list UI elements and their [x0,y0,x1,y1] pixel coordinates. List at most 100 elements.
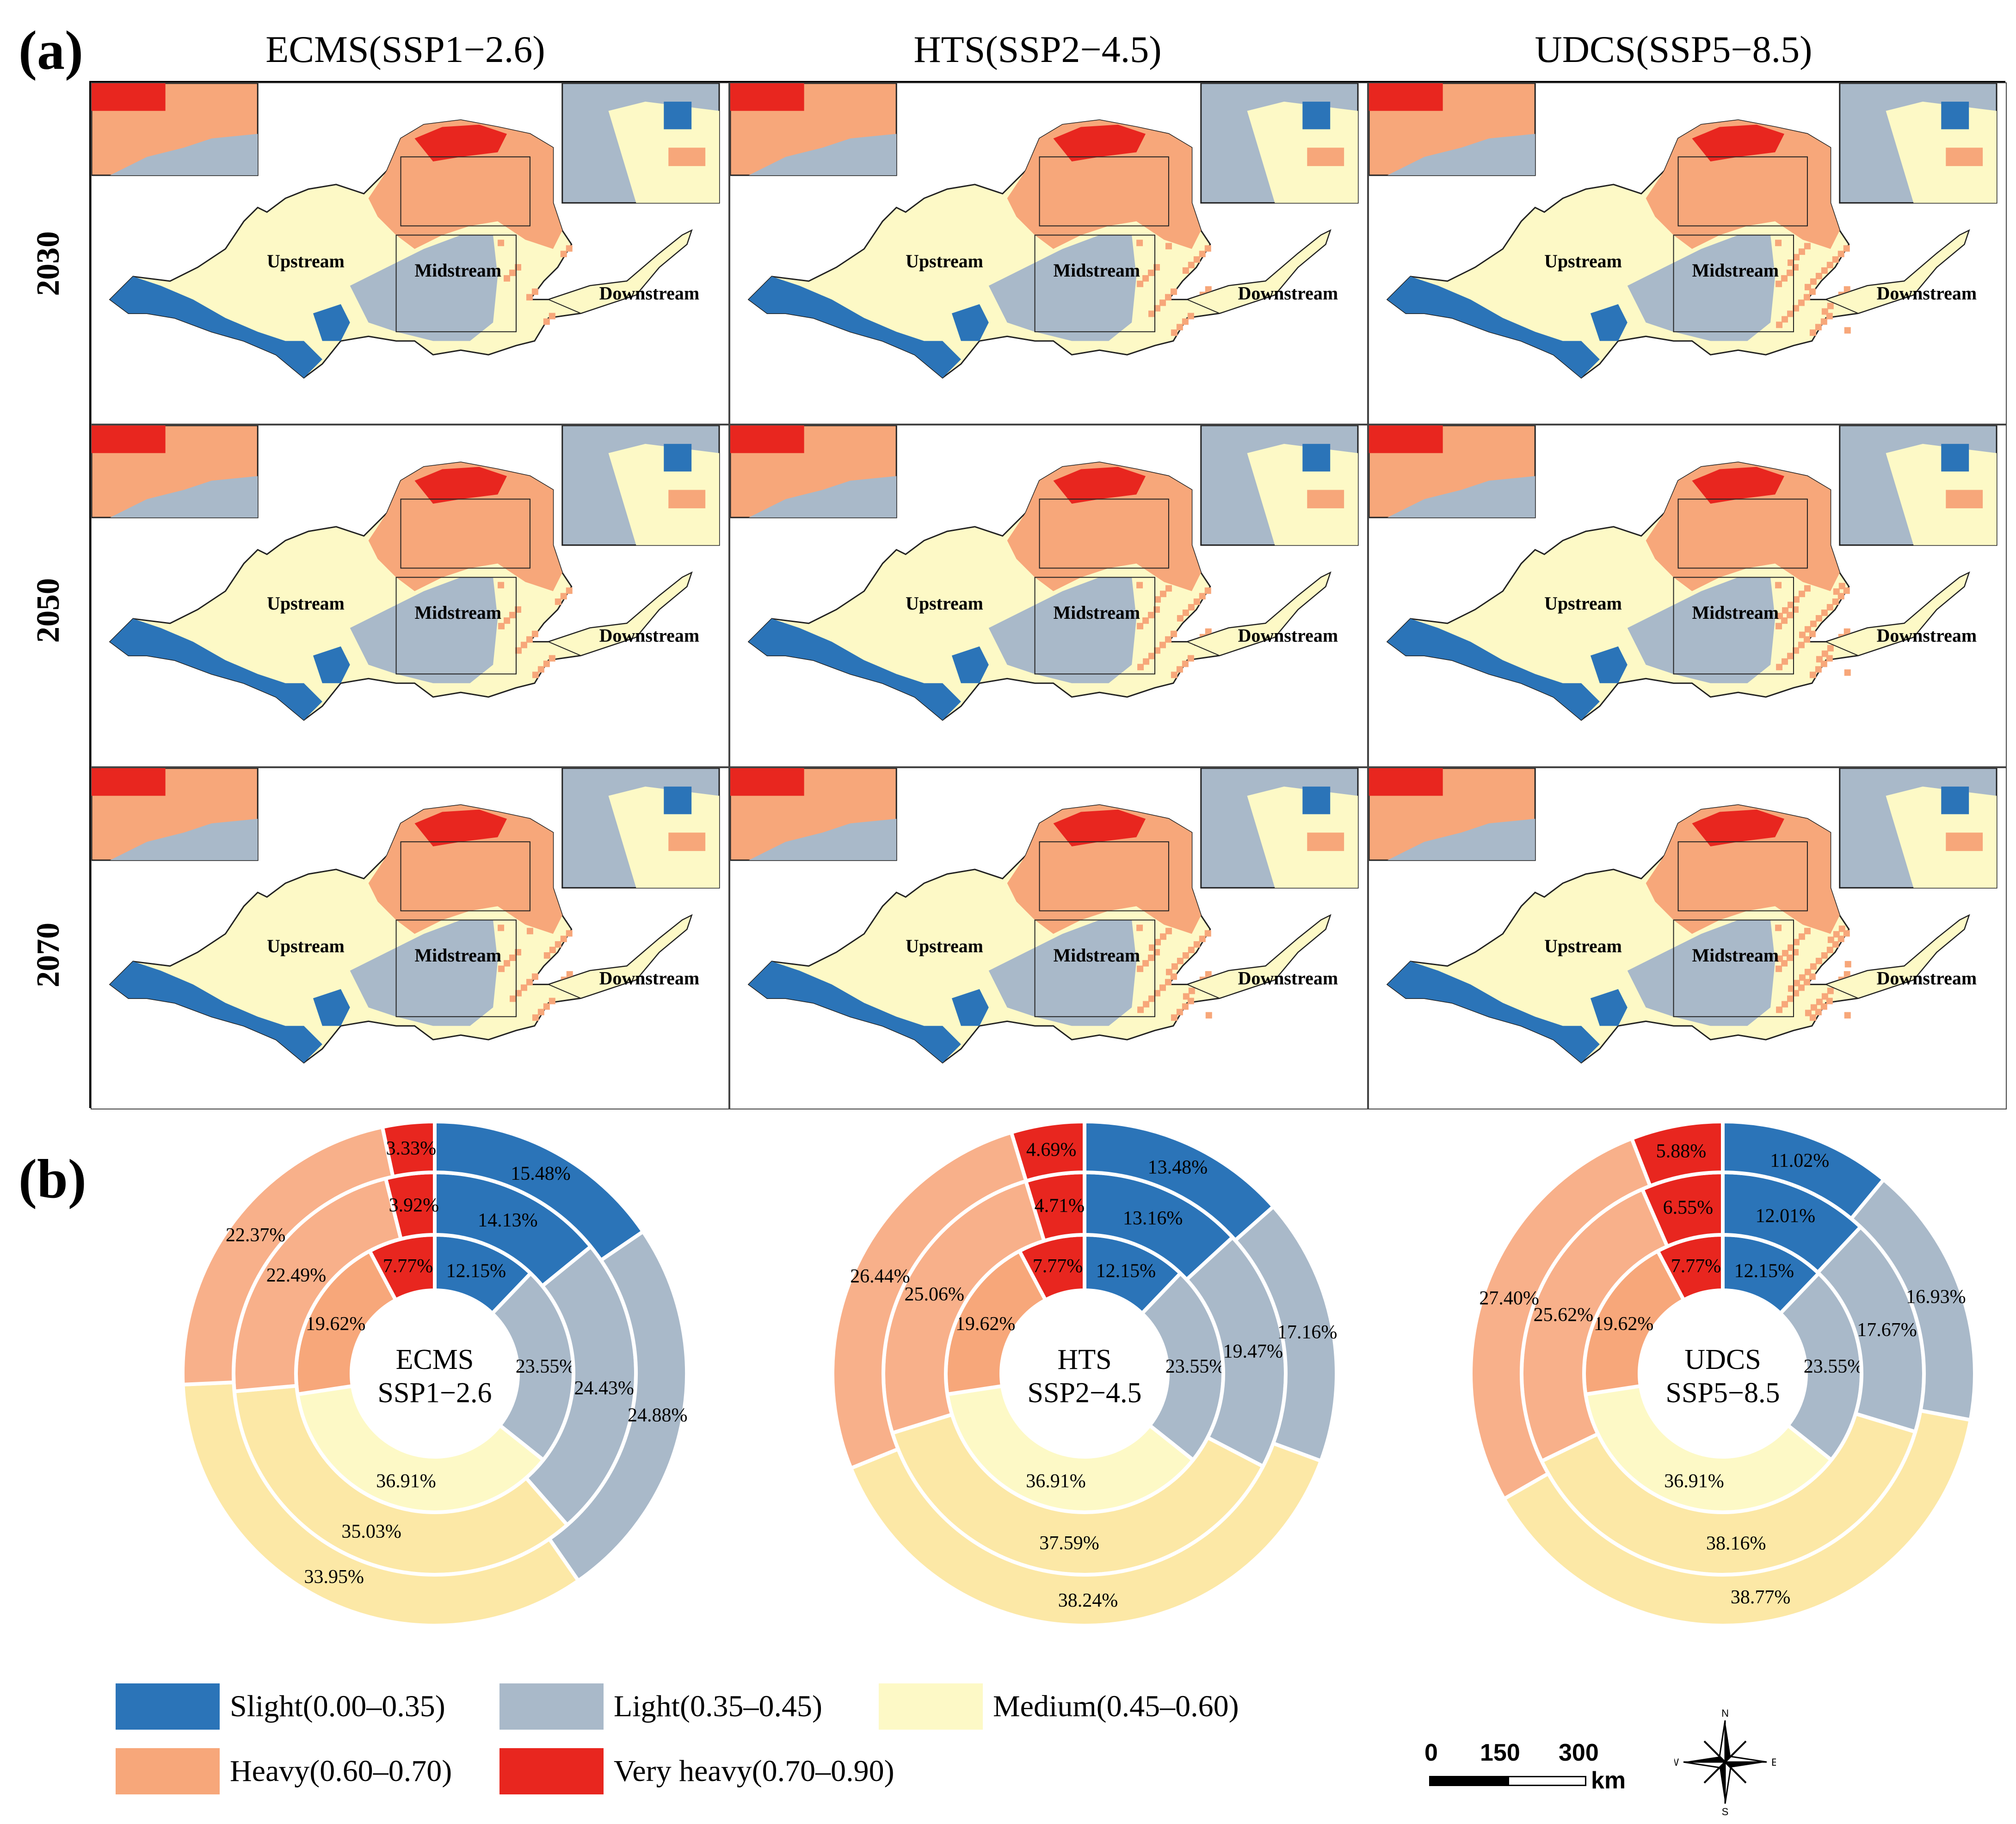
slice-label-hts-ring1-slight: 12.15% [1096,1260,1156,1282]
slice-label-udcs-ring3-light: 16.93% [1906,1287,1966,1308]
light-zone [350,235,498,341]
donut-center-name-2: HTS [1057,1344,1111,1375]
legend-swatch-very-heavy [499,1748,604,1794]
slice-label-udcs-ring3-slight: 11.02% [1770,1150,1829,1171]
inset-right [561,768,720,888]
light-zone [350,577,498,684]
light-zone [1627,920,1776,1026]
very-heavy-zone [414,467,507,504]
slice-label-udcs-ring2-light: 17.67% [1857,1319,1917,1341]
slice-ecms-ring3-medium [181,1380,581,1627]
very-heavy-zone [1692,467,1785,504]
slight-zone [748,961,961,1063]
slight-zone [110,619,322,721]
slice-label-ecms-ring3-heavy: 22.37% [226,1225,286,1246]
slice-label-ecms-ring1-very_heavy: 7.77% [383,1256,433,1277]
slice-label-ecms-ring1-light: 23.55% [516,1356,576,1377]
slice-hts-ring3-heavy [831,1130,1029,1471]
inset-left [1369,83,1536,176]
column-title-hts: HTS(SSP2−4.5) [913,28,1162,70]
upstream-label: Upstream [267,936,345,956]
light-zone [988,235,1137,341]
inset-right [1200,83,1359,204]
slice-label-hts-ring1-heavy: 19.62% [956,1313,1016,1335]
slice-label-udcs-ring2-medium: 38.16% [1706,1533,1766,1554]
slice-label-ecms-ring3-medium: 33.95% [304,1566,364,1588]
midstream-label: Midstream [414,602,501,623]
legend-label-light: Light(0.35–0.45) [614,1689,822,1723]
inset-right [561,83,720,204]
legend-label-slight: Slight(0.00–0.35) [230,1689,445,1723]
midstream-label: Midstream [414,260,501,281]
downstream-label: Downstream [1877,625,1977,646]
scale-tick-150: 150 [1480,1739,1520,1766]
upstream-label: Upstream [267,251,345,271]
heavy-zone [1007,805,1201,934]
map-2050-col3: Upstream Midstream Downstream [1368,425,2007,767]
midstream-label: Midstream [1692,602,1779,623]
light-zone [1627,577,1776,684]
donut-center-name-1: ECMS [396,1344,474,1375]
slice-label-hts-ring2-light: 19.47% [1223,1341,1283,1362]
slice-label-udcs-ring2-slight: 12.01% [1756,1205,1816,1226]
very-heavy-zone [414,124,507,162]
scale-tick-300: 300 [1559,1739,1599,1766]
slice-label-hts-ring3-light: 17.16% [1277,1322,1338,1343]
heavy-zone [1646,462,1840,592]
slice-label-udcs-ring3-medium: 38.77% [1731,1587,1791,1608]
legend-label-very-heavy: Very heavy(0.70–0.90) [614,1754,894,1788]
slice-label-udcs-ring1-light: 23.55% [1804,1356,1864,1377]
east-label: E [1771,1756,1776,1768]
scale-tick-0: 0 [1424,1739,1438,1766]
inset-left [92,83,259,176]
slice-hts-ring3-very_heavy [1009,1119,1086,1183]
scale-bar-black [1429,1776,1508,1786]
slice-label-hts-ring2-medium: 37.59% [1039,1533,1099,1554]
downstream-label: Downstream [1238,967,1338,988]
inset-right [1200,768,1359,888]
legend-swatch-heavy [116,1748,220,1794]
inset-right [1839,768,1998,888]
slice-label-hts-ring1-light: 23.55% [1165,1356,1226,1377]
slice-label-udcs-ring1-heavy: 19.62% [1594,1313,1654,1335]
light-zone [350,920,498,1026]
downstream-label: Downstream [1238,625,1338,646]
slice-ecms-ring3-very_heavy [380,1119,437,1179]
slice-label-ecms-ring2-heavy: 22.49% [266,1265,327,1286]
donut-center-name-3: UDCS [1684,1344,1761,1375]
south-label: S [1722,1806,1729,1818]
inset-right [561,425,720,546]
legend-item-very-heavy: Very heavy(0.70–0.90) [499,1748,894,1794]
legend-item-light: Light(0.35–0.45) [499,1683,822,1730]
inset-right [1839,83,1998,204]
midstream-label: Midstream [1692,945,1779,966]
map-2030-col3: Upstream Midstream Downstream [1368,82,2007,425]
panel-a-label: (a) [18,19,83,81]
slice-udcs-ring3-heavy [1469,1136,1653,1502]
upstream-label: Upstream [267,593,345,614]
very-heavy-zone [1053,809,1146,846]
slice-label-hts-ring3-medium: 38.24% [1058,1590,1118,1611]
column-title-udcs: UDCS(SSP5−8.5) [1535,28,1813,70]
slight-zone [110,276,322,378]
west-label: W [1674,1756,1679,1768]
slice-label-ecms-ring1-heavy: 19.62% [306,1313,366,1335]
downstream-label: Downstream [1238,283,1338,304]
inset-left [92,768,259,861]
slice-label-hts-ring3-heavy: 26.44% [850,1266,910,1287]
very-heavy-zone [1053,124,1146,162]
midstream-label: Midstream [414,945,501,966]
inset-left [92,425,259,518]
slice-label-ecms-ring3-light: 24.88% [628,1405,688,1426]
slice-label-ecms-ring3-slight: 15.48% [511,1163,571,1184]
slice-label-ecms-ring1-medium: 36.91% [376,1471,436,1492]
north-label: N [1721,1707,1729,1719]
panel-b-label: (b) [18,1148,86,1209]
downstream-label: Downstream [1877,283,1977,304]
light-zone [988,577,1137,684]
inset-left [730,425,897,518]
heavy-zone [1007,462,1201,592]
map-2030-col2: Upstream Midstream Downstream [729,82,1368,425]
slice-label-udcs-ring1-medium: 36.91% [1664,1471,1724,1492]
row-label-2070: 2070 [31,923,66,987]
